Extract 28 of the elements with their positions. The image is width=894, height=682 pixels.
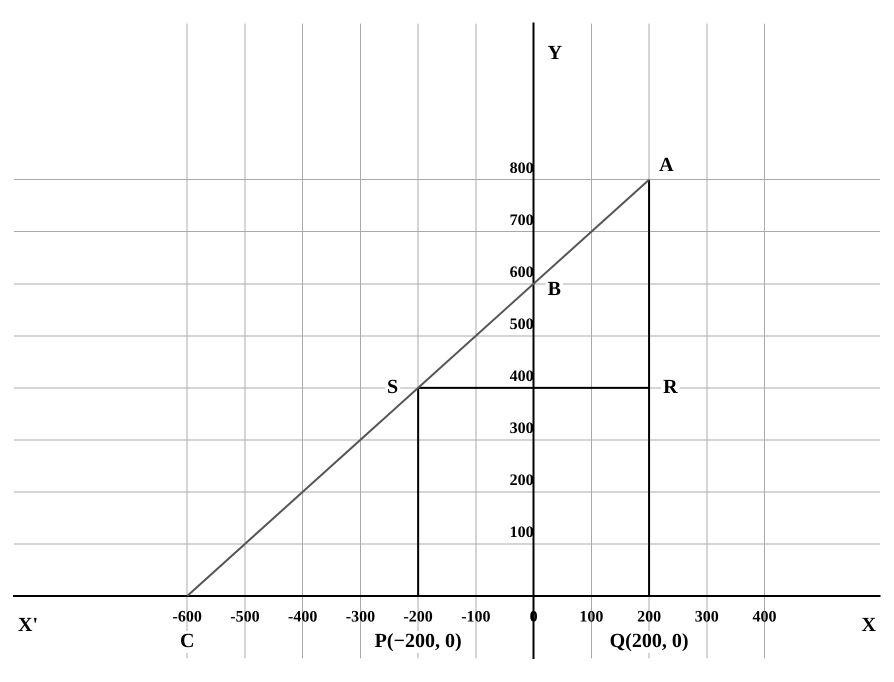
annotation: C: [180, 630, 194, 652]
annotation: Q(200, 0): [610, 630, 689, 652]
y-tick-label: 800: [510, 160, 534, 177]
annotation: X': [18, 614, 38, 636]
x-tick-label: -500: [230, 608, 260, 626]
y-tick-label: 700: [510, 212, 534, 229]
annotation: R: [663, 376, 678, 398]
y-tick-label: 200: [510, 472, 534, 490]
annotation: A: [659, 154, 674, 176]
x-tick-label: 100: [579, 608, 604, 626]
x-tick-label: -100: [461, 608, 491, 626]
annotation: S: [387, 376, 398, 398]
y-tick-label: 300: [510, 420, 534, 438]
y-tick-label: 100: [510, 524, 534, 542]
x-tick-label: 200: [637, 608, 662, 626]
y-tick-label: 400: [510, 368, 534, 385]
x-tick-label: -300: [346, 608, 376, 626]
x-axis-title: X: [862, 614, 877, 636]
annotation: B: [548, 278, 561, 300]
x-tick-label: 400: [752, 608, 777, 626]
x-tick-label: -200: [403, 608, 433, 626]
y-tick-label: 500: [510, 316, 534, 333]
y-axis-title: Y: [548, 42, 563, 64]
y-tick-label: 600: [510, 264, 534, 281]
x-tick-label: -400: [288, 608, 318, 626]
annotation: P(−200, 0): [374, 630, 462, 652]
x-tick-label: 300: [694, 608, 719, 626]
x-tick-label: -600: [172, 608, 202, 626]
